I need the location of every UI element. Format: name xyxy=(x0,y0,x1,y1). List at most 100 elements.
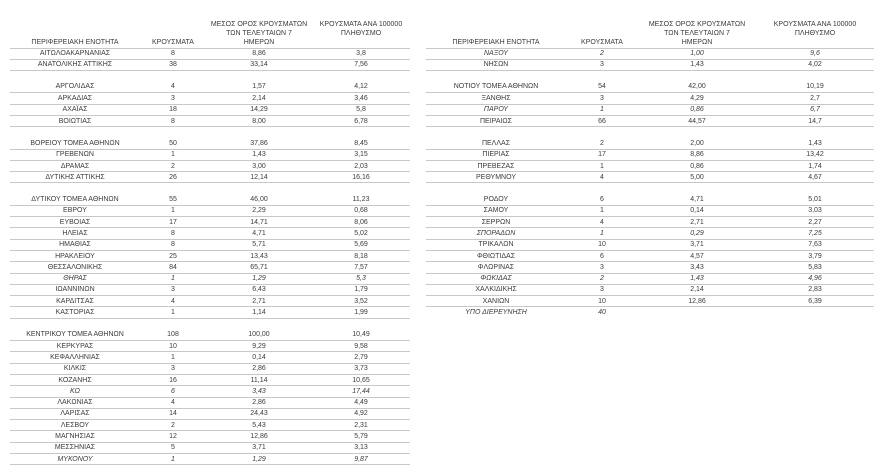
table-row: ΡΕΘΥΜΝΟΥ 4 5,00 4,67 xyxy=(426,171,874,184)
table-row: ΦΛΩΡΙΝΑΣ 3 3,43 5,83 xyxy=(426,261,874,274)
per100k-value-cell: 14,7 xyxy=(756,115,874,128)
region-name-cell: ΝΗΣΩΝ xyxy=(426,59,566,72)
region-name-cell: ΚΕΦΑΛΛΗΝΙΑΣ xyxy=(10,351,140,364)
table-row: ΝΑΞΟΥ 2 1,00 9,6 xyxy=(426,48,874,60)
avg7-value-cell: 2,29 xyxy=(206,205,312,218)
cases-value-cell: 1 xyxy=(566,205,638,218)
region-name-cell: ΑΧΑΪΑΣ xyxy=(10,104,140,116)
spacer-cell xyxy=(10,127,410,138)
per100k-value-cell: 6,78 xyxy=(312,115,410,128)
avg7-value-cell: 3,00 xyxy=(206,160,312,173)
per100k-value-cell: 7,56 xyxy=(312,59,410,72)
region-name-cell: ΔΡΑΜΑΣ xyxy=(10,160,140,173)
region-name-cell: ΑΡΓΟΛΙΔΑΣ xyxy=(10,81,140,94)
cases-value-cell: 10 xyxy=(140,340,206,353)
avg7-value-cell: 42,00 xyxy=(638,81,756,94)
table-row: ΜΕΣΣΗΝΙΑΣ 5 3,71 3,13 xyxy=(10,442,410,455)
region-name-cell: ΜΑΓΝΗΣΙΑΣ xyxy=(10,430,140,443)
avg7-value-cell: 0,14 xyxy=(206,351,312,364)
table-row: ΛΑΡΙΣΑΣ 14 24,43 4,92 xyxy=(10,408,410,421)
regional-stats-table-left: ΠΕΡΙΦΕΡΕΙΑΚΗ ΕΝΟΤΗΤΑ ΚΡΟΥΣΜΑΤΑ ΜΕΣΟΣ ΟΡΟ… xyxy=(10,8,410,466)
per100k-value-cell: 5,02 xyxy=(312,227,410,240)
cases-value-cell: 1 xyxy=(566,227,638,240)
per100k-value-cell: 2,83 xyxy=(756,284,874,297)
cases-value-cell: 10 xyxy=(566,295,638,308)
table-row: ΗΜΑΘΙΑΣ 8 5,71 5,69 xyxy=(10,239,410,251)
region-name-cell: ΚΙΛΚΙΣ xyxy=(10,363,140,375)
cases-value-cell: 8 xyxy=(140,227,206,240)
cases-value-cell: 8 xyxy=(140,48,206,60)
table-row: ΛΑΚΩΝΙΑΣ 4 2,86 4,49 xyxy=(10,397,410,409)
per100k-value-cell: 5,01 xyxy=(756,193,874,206)
per100k-value-cell: 9,87 xyxy=(312,453,410,466)
avg7-value-cell: 2,86 xyxy=(206,397,312,409)
table-row: ΚΕΝΤΡΙΚΟΥ ΤΟΜΕΑ ΑΘΗΝΩΝ 108 100,00 10,49 xyxy=(10,329,410,342)
avg7-value-cell: 8,00 xyxy=(206,115,312,128)
avg7-value-cell: 5,00 xyxy=(638,171,756,184)
region-name-cell: ΒΟΡΕΙΟΥ ΤΟΜΕΑ ΑΘΗΝΩΝ xyxy=(10,137,140,150)
avg7-value-cell: 33,14 xyxy=(206,59,312,72)
avg7-value-cell: 0,86 xyxy=(638,104,756,116)
table-row: ΕΒΡΟΥ 1 2,29 0,68 xyxy=(10,205,410,218)
spacer-cell xyxy=(10,183,410,194)
region-name-cell: ΡΕΘΥΜΝΟΥ xyxy=(426,171,566,184)
region-name-cell: ΣΑΜΟΥ xyxy=(426,205,566,218)
region-name-cell: ΘΗΡΑΣ xyxy=(10,273,140,285)
avg7-value-cell: 2,71 xyxy=(206,295,312,308)
avg7-value-cell: 12,86 xyxy=(638,295,756,308)
region-name-cell: ΠΕΛΛΑΣ xyxy=(426,137,566,150)
region-name-cell: ΛΑΡΙΣΑΣ xyxy=(10,408,140,421)
region-name-cell: ΥΠΟ ΔΙΕΡΕΥΝΗΣΗ xyxy=(465,309,527,317)
header-cases: ΚΡΟΥΣΜΑΤΑ xyxy=(140,8,206,49)
cases-value-cell: 2 xyxy=(566,48,638,60)
region-name-cell: ΑΙΤΩΛΟΑΚΑΡΝΑΝΙΑΣ xyxy=(10,48,140,60)
region-name-cell: ΝΟΤΙΟΥ ΤΟΜΕΑ ΑΘΗΝΩΝ xyxy=(426,81,566,94)
table-row: ΚΙΛΚΙΣ 3 2,86 3,73 xyxy=(10,363,410,375)
per100k-value-cell: 11,23 xyxy=(312,193,410,206)
region-name-cell: ΜΕΣΣΗΝΙΑΣ xyxy=(10,442,140,455)
region-name-cell: ΧΑΛΚΙΔΙΚΗΣ xyxy=(426,284,566,297)
avg7-value-cell: 2,14 xyxy=(206,92,312,105)
per100k-value-cell: 2,31 xyxy=(312,419,410,432)
per100k-value-cell: 5,3 xyxy=(312,273,410,285)
avg7-value-cell: 1,29 xyxy=(206,273,312,285)
per100k-value-cell: 17,44 xyxy=(312,385,410,398)
table-row: ΒΟΡΕΙΟΥ ΤΟΜΕΑ ΑΘΗΝΩΝ 50 37,86 8,45 xyxy=(10,137,410,150)
spacer-row xyxy=(426,183,874,194)
cases-value-cell: 50 xyxy=(140,137,206,150)
table-row: ΘΕΣΣΑΛΟΝΙΚΗΣ 84 65,71 7,57 xyxy=(10,261,410,274)
cases-value-cell: 66 xyxy=(566,115,638,128)
per100k-value-cell: 4,67 xyxy=(756,171,874,184)
table-header-left: ΠΕΡΙΦΕΡΕΙΑΚΗ ΕΝΟΤΗΤΑ ΚΡΟΥΣΜΑΤΑ ΜΕΣΟΣ ΟΡΟ… xyxy=(10,8,410,49)
table-row: ΔΥΤΙΚΟΥ ΤΟΜΕΑ ΑΘΗΝΩΝ 55 46,00 11,23 xyxy=(10,193,410,206)
avg7-value-cell: 1,57 xyxy=(206,81,312,94)
avg7-value-cell: 46,00 xyxy=(206,193,312,206)
table-row: ΜΑΓΝΗΣΙΑΣ 12 12,86 5,79 xyxy=(10,430,410,443)
table-row: ΔΥΤΙΚΗΣ ΑΤΤΙΚΗΣ 26 12,14 16,16 xyxy=(10,171,410,184)
per100k-value-cell: 4,12 xyxy=(312,81,410,94)
region-name-cell: ΑΝΑΤΟΛΙΚΗΣ ΑΤΤΙΚΗΣ xyxy=(10,59,140,72)
table-row: ΥΠΟ ΔΙΕΡΕΥΝΗΣΗ 40 xyxy=(426,307,874,318)
table-header-right: ΠΕΡΙΦΕΡΕΙΑΚΗ ΕΝΟΤΗΤΑ ΚΡΟΥΣΜΑΤΑ ΜΕΣΟΣ ΟΡΟ… xyxy=(426,8,874,49)
table-row: ΛΕΣΒΟΥ 2 5,43 2,31 xyxy=(10,419,410,432)
avg7-value-cell: 3,43 xyxy=(206,385,312,398)
region-name-cell: ΙΩΑΝΝΙΝΩΝ xyxy=(10,284,140,297)
table-row: ΔΡΑΜΑΣ 2 3,00 2,03 xyxy=(10,160,410,173)
header-per100k: ΚΡΟΥΣΜΑΤΑ ΑΝΑ 100000 ΠΛΗΘΥΣΜΟ xyxy=(756,8,874,49)
avg7-value-cell: 11,14 xyxy=(206,374,312,387)
spacer-row xyxy=(10,127,410,138)
avg7-value-cell: 2,86 xyxy=(206,363,312,375)
table-row: ΚΕΡΚΥΡΑΣ 10 9,29 9,58 xyxy=(10,340,410,353)
cases-value-cell: 1 xyxy=(140,306,206,319)
spacer-cell xyxy=(10,318,410,329)
per100k-value-cell: 8,18 xyxy=(312,250,410,263)
region-name-cell: ΜΥΚΟΝΟΥ xyxy=(10,453,140,466)
cases-value-cell: 38 xyxy=(140,59,206,72)
spacer-cell xyxy=(426,71,874,82)
table-row: ΠΙΕΡΙΑΣ 17 8,86 13,42 xyxy=(426,149,874,161)
per100k-value-cell: 3,52 xyxy=(312,295,410,308)
avg7-value-cell: 1,29 xyxy=(206,453,312,466)
spacer-row xyxy=(426,127,874,138)
per100k-value-cell: 8,45 xyxy=(312,137,410,150)
per100k-value-cell: 3,73 xyxy=(312,363,410,375)
